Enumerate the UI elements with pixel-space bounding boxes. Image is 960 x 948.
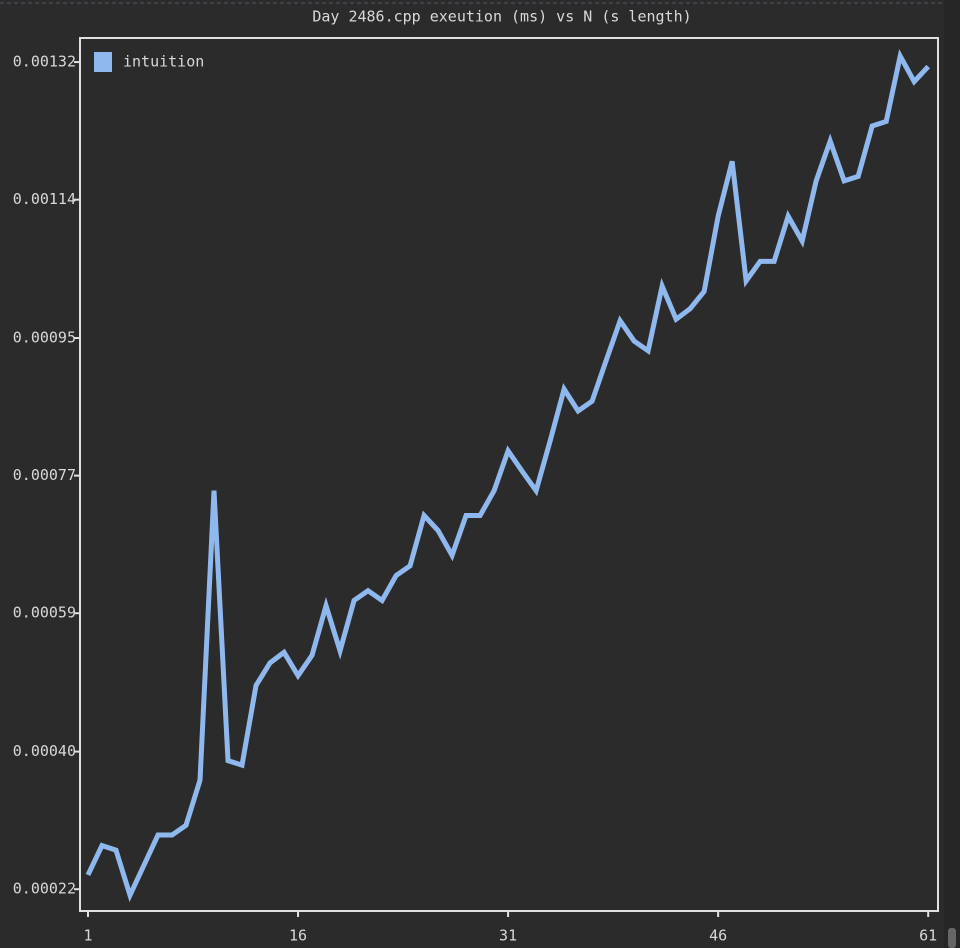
y-tick-label: 0.00114 [13,190,76,208]
legend-label: intuition [123,53,204,71]
data-line [85,48,931,903]
scrollbar-thumb[interactable] [948,928,956,948]
scrollbar-track [944,0,960,948]
y-tick-label: 0.00132 [13,53,76,71]
y-tick-label: 0.00059 [13,604,76,622]
x-tick-label: 46 [709,927,727,945]
y-tick-label: 0.00040 [13,742,76,760]
legend-marker [94,52,112,72]
chart-title: Day 2486.cpp exeution (ms) vs N (s lengt… [312,8,691,26]
plot-frame [79,37,939,912]
x-tick-label: 1 [83,927,92,945]
x-tick-label: 16 [289,927,307,945]
y-tick-label: 0.00022 [13,880,76,898]
x-tick-label: 31 [499,927,517,945]
x-tick-label: 61 [919,927,937,945]
y-tick-label: 0.00077 [13,466,76,484]
y-tick-label: 0.00095 [13,329,76,347]
